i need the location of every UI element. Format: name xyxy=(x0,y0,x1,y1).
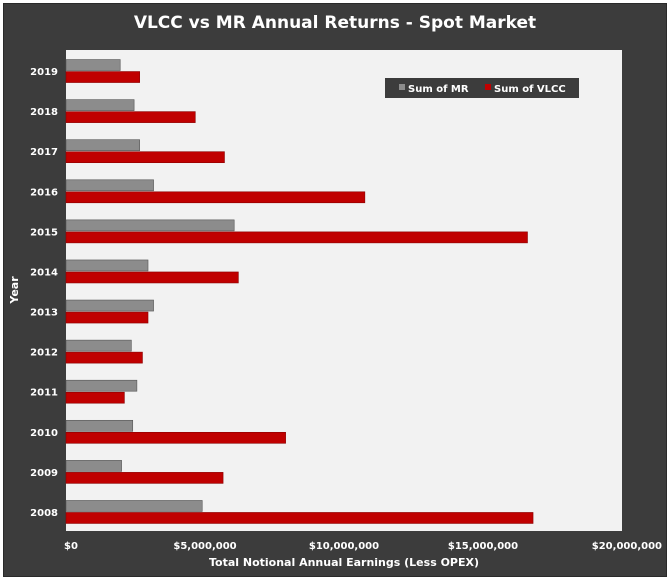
x-tick-labels: $0 $5,000,000 $10,000,000 $15,000,000 $20,00… xyxy=(64,541,662,552)
bar-mr-2015 xyxy=(65,219,235,232)
x-tick-label-4: $20,000,000 xyxy=(592,541,662,552)
legend-label-vlcc: Sum of VLCC xyxy=(494,84,566,95)
y-tick-label-2018: 2018 xyxy=(30,107,58,118)
y-tick-label-2012: 2012 xyxy=(30,348,58,359)
bar-vlcc-2013 xyxy=(65,311,149,324)
bar-mr-2011 xyxy=(65,379,138,392)
legend: Sum of MR Sum of VLCC xyxy=(385,78,579,98)
bar-vlcc-2015 xyxy=(65,231,528,244)
x-tick-label-2: $10,000,000 xyxy=(309,541,379,552)
x-tick-label-0: $0 xyxy=(64,541,78,552)
legend-label-mr: Sum of MR xyxy=(408,84,469,95)
legend-box xyxy=(385,78,579,98)
y-tick-label-2015: 2015 xyxy=(30,227,58,238)
x-axis-label: Total Notional Annual Earnings (Less OPE… xyxy=(209,556,479,569)
x-tick-label-3: $15,000,000 xyxy=(448,541,518,552)
y-tick-label-2011: 2011 xyxy=(30,388,58,399)
bar-mr-2008 xyxy=(65,500,203,512)
y-tick-label-2017: 2017 xyxy=(30,147,58,158)
x-tick-label-1: $5,000,000 xyxy=(173,541,236,552)
legend-swatch-mr xyxy=(399,84,405,90)
y-tick-label-2014: 2014 xyxy=(30,267,58,278)
chart-title: VLCC vs MR Annual Returns - Spot Market xyxy=(134,13,536,33)
bar-vlcc-2017 xyxy=(65,151,225,164)
bar-mr-2014 xyxy=(65,259,149,272)
bar-vlcc-2010 xyxy=(65,431,286,444)
y-tick-labels: 2019 2018 2017 2016 2015 2014 2013 2012 2011 2010… xyxy=(30,67,58,519)
bar-mr-2013 xyxy=(65,299,154,312)
bar-mr-2009 xyxy=(65,460,122,472)
y-tick-label-2019: 2019 xyxy=(30,67,58,78)
y-axis-label: Year xyxy=(8,276,21,305)
y-tick-label-2009: 2009 xyxy=(30,468,58,479)
y-tick-label-2013: 2013 xyxy=(30,308,58,319)
bar-vlcc-2019 xyxy=(65,71,140,83)
bar-vlcc-2016 xyxy=(65,191,366,204)
bars-group xyxy=(65,59,534,524)
bar-vlcc-2008 xyxy=(65,512,534,524)
bar-mr-2010 xyxy=(65,419,134,432)
y-tick-label-2016: 2016 xyxy=(30,187,58,198)
bar-vlcc-2012 xyxy=(65,351,143,364)
bar-vlcc-2009 xyxy=(65,472,224,484)
bar-mr-2016 xyxy=(65,179,154,192)
y-tick-label-2010: 2010 xyxy=(30,428,58,439)
bar-mr-2019 xyxy=(65,59,121,71)
bar-vlcc-2018 xyxy=(65,111,196,123)
bar-mr-2017 xyxy=(65,139,140,152)
plot-area xyxy=(66,50,622,531)
y-tick-label-2008: 2008 xyxy=(30,508,58,519)
bar-vlcc-2011 xyxy=(65,391,125,404)
bar-mr-2012 xyxy=(65,339,132,352)
bar-vlcc-2014 xyxy=(65,271,239,284)
bar-mr-2018 xyxy=(65,99,135,111)
legend-swatch-vlcc xyxy=(485,84,491,90)
